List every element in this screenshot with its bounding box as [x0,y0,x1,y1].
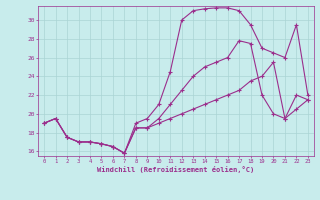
X-axis label: Windchill (Refroidissement éolien,°C): Windchill (Refroidissement éolien,°C) [97,166,255,173]
